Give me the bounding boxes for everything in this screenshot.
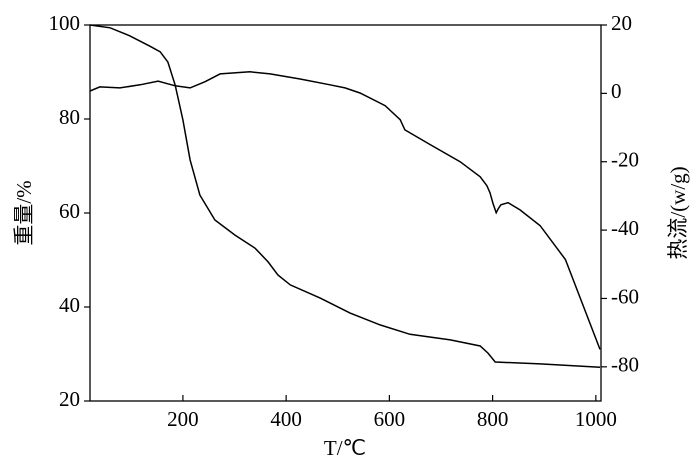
y-axis-label: 重量/% [12, 180, 36, 245]
y-tick-label: 40 [59, 293, 80, 317]
x-tick-label: 600 [374, 407, 406, 431]
y2-tick-label: 0 [611, 79, 622, 103]
y-tick-label: 20 [59, 387, 80, 411]
x-tick-label: 1000 [575, 407, 617, 431]
x-axis-label: T/℃ [324, 436, 366, 460]
y2-axis-label: 热流/(w/g) [666, 166, 690, 259]
y2-tick-label: -40 [611, 216, 639, 240]
y2-tick-label: -20 [611, 148, 639, 172]
y-tick-label: 80 [59, 105, 80, 129]
y-tick-label: 60 [59, 199, 80, 223]
data-line [89, 71, 601, 350]
y-tick-label: 100 [49, 11, 81, 35]
data-line [89, 24, 601, 368]
x-tick-label: 400 [270, 407, 302, 431]
x-tick-label: 200 [167, 407, 199, 431]
y2-tick-label: -80 [611, 353, 639, 377]
y2-tick-label: -60 [611, 284, 639, 308]
y2-tick-label: 20 [611, 11, 632, 35]
x-tick-label: 800 [477, 407, 509, 431]
